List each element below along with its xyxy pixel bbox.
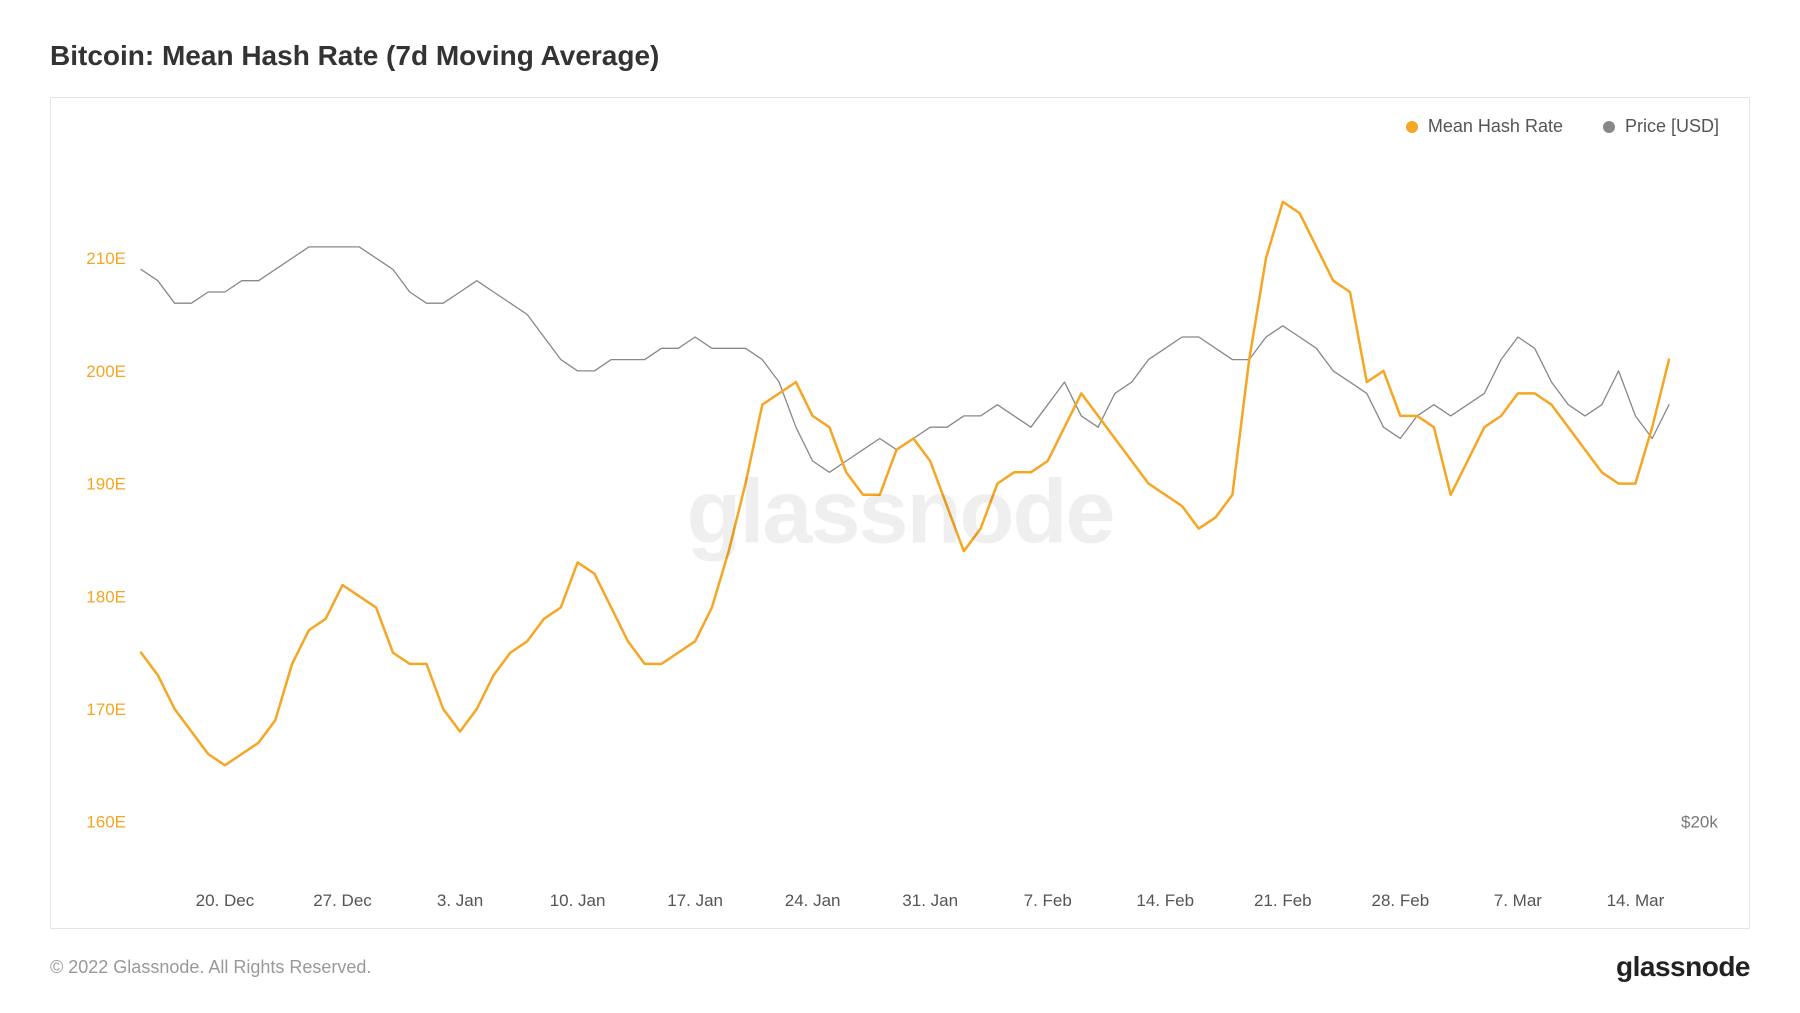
legend-dot-hash-icon	[1406, 121, 1418, 133]
svg-text:28. Feb: 28. Feb	[1372, 891, 1430, 910]
svg-text:180E: 180E	[86, 587, 126, 606]
svg-text:14. Mar: 14. Mar	[1607, 891, 1665, 910]
price-line	[141, 247, 1669, 472]
chart-title: Bitcoin: Mean Hash Rate (7d Moving Avera…	[50, 40, 1750, 72]
hash-rate-line	[141, 202, 1669, 766]
legend-label-hash: Mean Hash Rate	[1428, 116, 1563, 137]
legend: Mean Hash Rate Price [USD]	[1406, 116, 1719, 137]
svg-text:24. Jan: 24. Jan	[785, 891, 841, 910]
svg-text:160E: 160E	[86, 813, 126, 832]
copyright: © 2022 Glassnode. All Rights Reserved.	[50, 957, 371, 978]
svg-text:$20k: $20k	[1681, 813, 1718, 832]
svg-text:27. Dec: 27. Dec	[313, 891, 372, 910]
svg-text:3. Jan: 3. Jan	[437, 891, 483, 910]
legend-dot-price-icon	[1603, 121, 1615, 133]
legend-item-hash[interactable]: Mean Hash Rate	[1406, 116, 1563, 137]
legend-label-price: Price [USD]	[1625, 116, 1719, 137]
svg-text:31. Jan: 31. Jan	[902, 891, 958, 910]
svg-text:21. Feb: 21. Feb	[1254, 891, 1312, 910]
svg-text:7. Mar: 7. Mar	[1494, 891, 1543, 910]
svg-text:190E: 190E	[86, 475, 126, 494]
svg-text:200E: 200E	[86, 362, 126, 381]
svg-text:17. Jan: 17. Jan	[667, 891, 723, 910]
brand-logo: glassnode	[1616, 951, 1750, 983]
svg-text:210E: 210E	[86, 249, 126, 268]
svg-text:10. Jan: 10. Jan	[550, 891, 606, 910]
svg-text:170E: 170E	[86, 700, 126, 719]
svg-text:14. Feb: 14. Feb	[1136, 891, 1194, 910]
svg-text:7. Feb: 7. Feb	[1024, 891, 1072, 910]
chart-svg: 160E 170E 180E 190E 200E 210E $20k 20. Dec 27. D…	[51, 98, 1749, 928]
chart-container: Mean Hash Rate Price [USD] glassnode 160…	[50, 97, 1750, 929]
svg-text:20. Dec: 20. Dec	[196, 891, 255, 910]
legend-item-price[interactable]: Price [USD]	[1603, 116, 1719, 137]
